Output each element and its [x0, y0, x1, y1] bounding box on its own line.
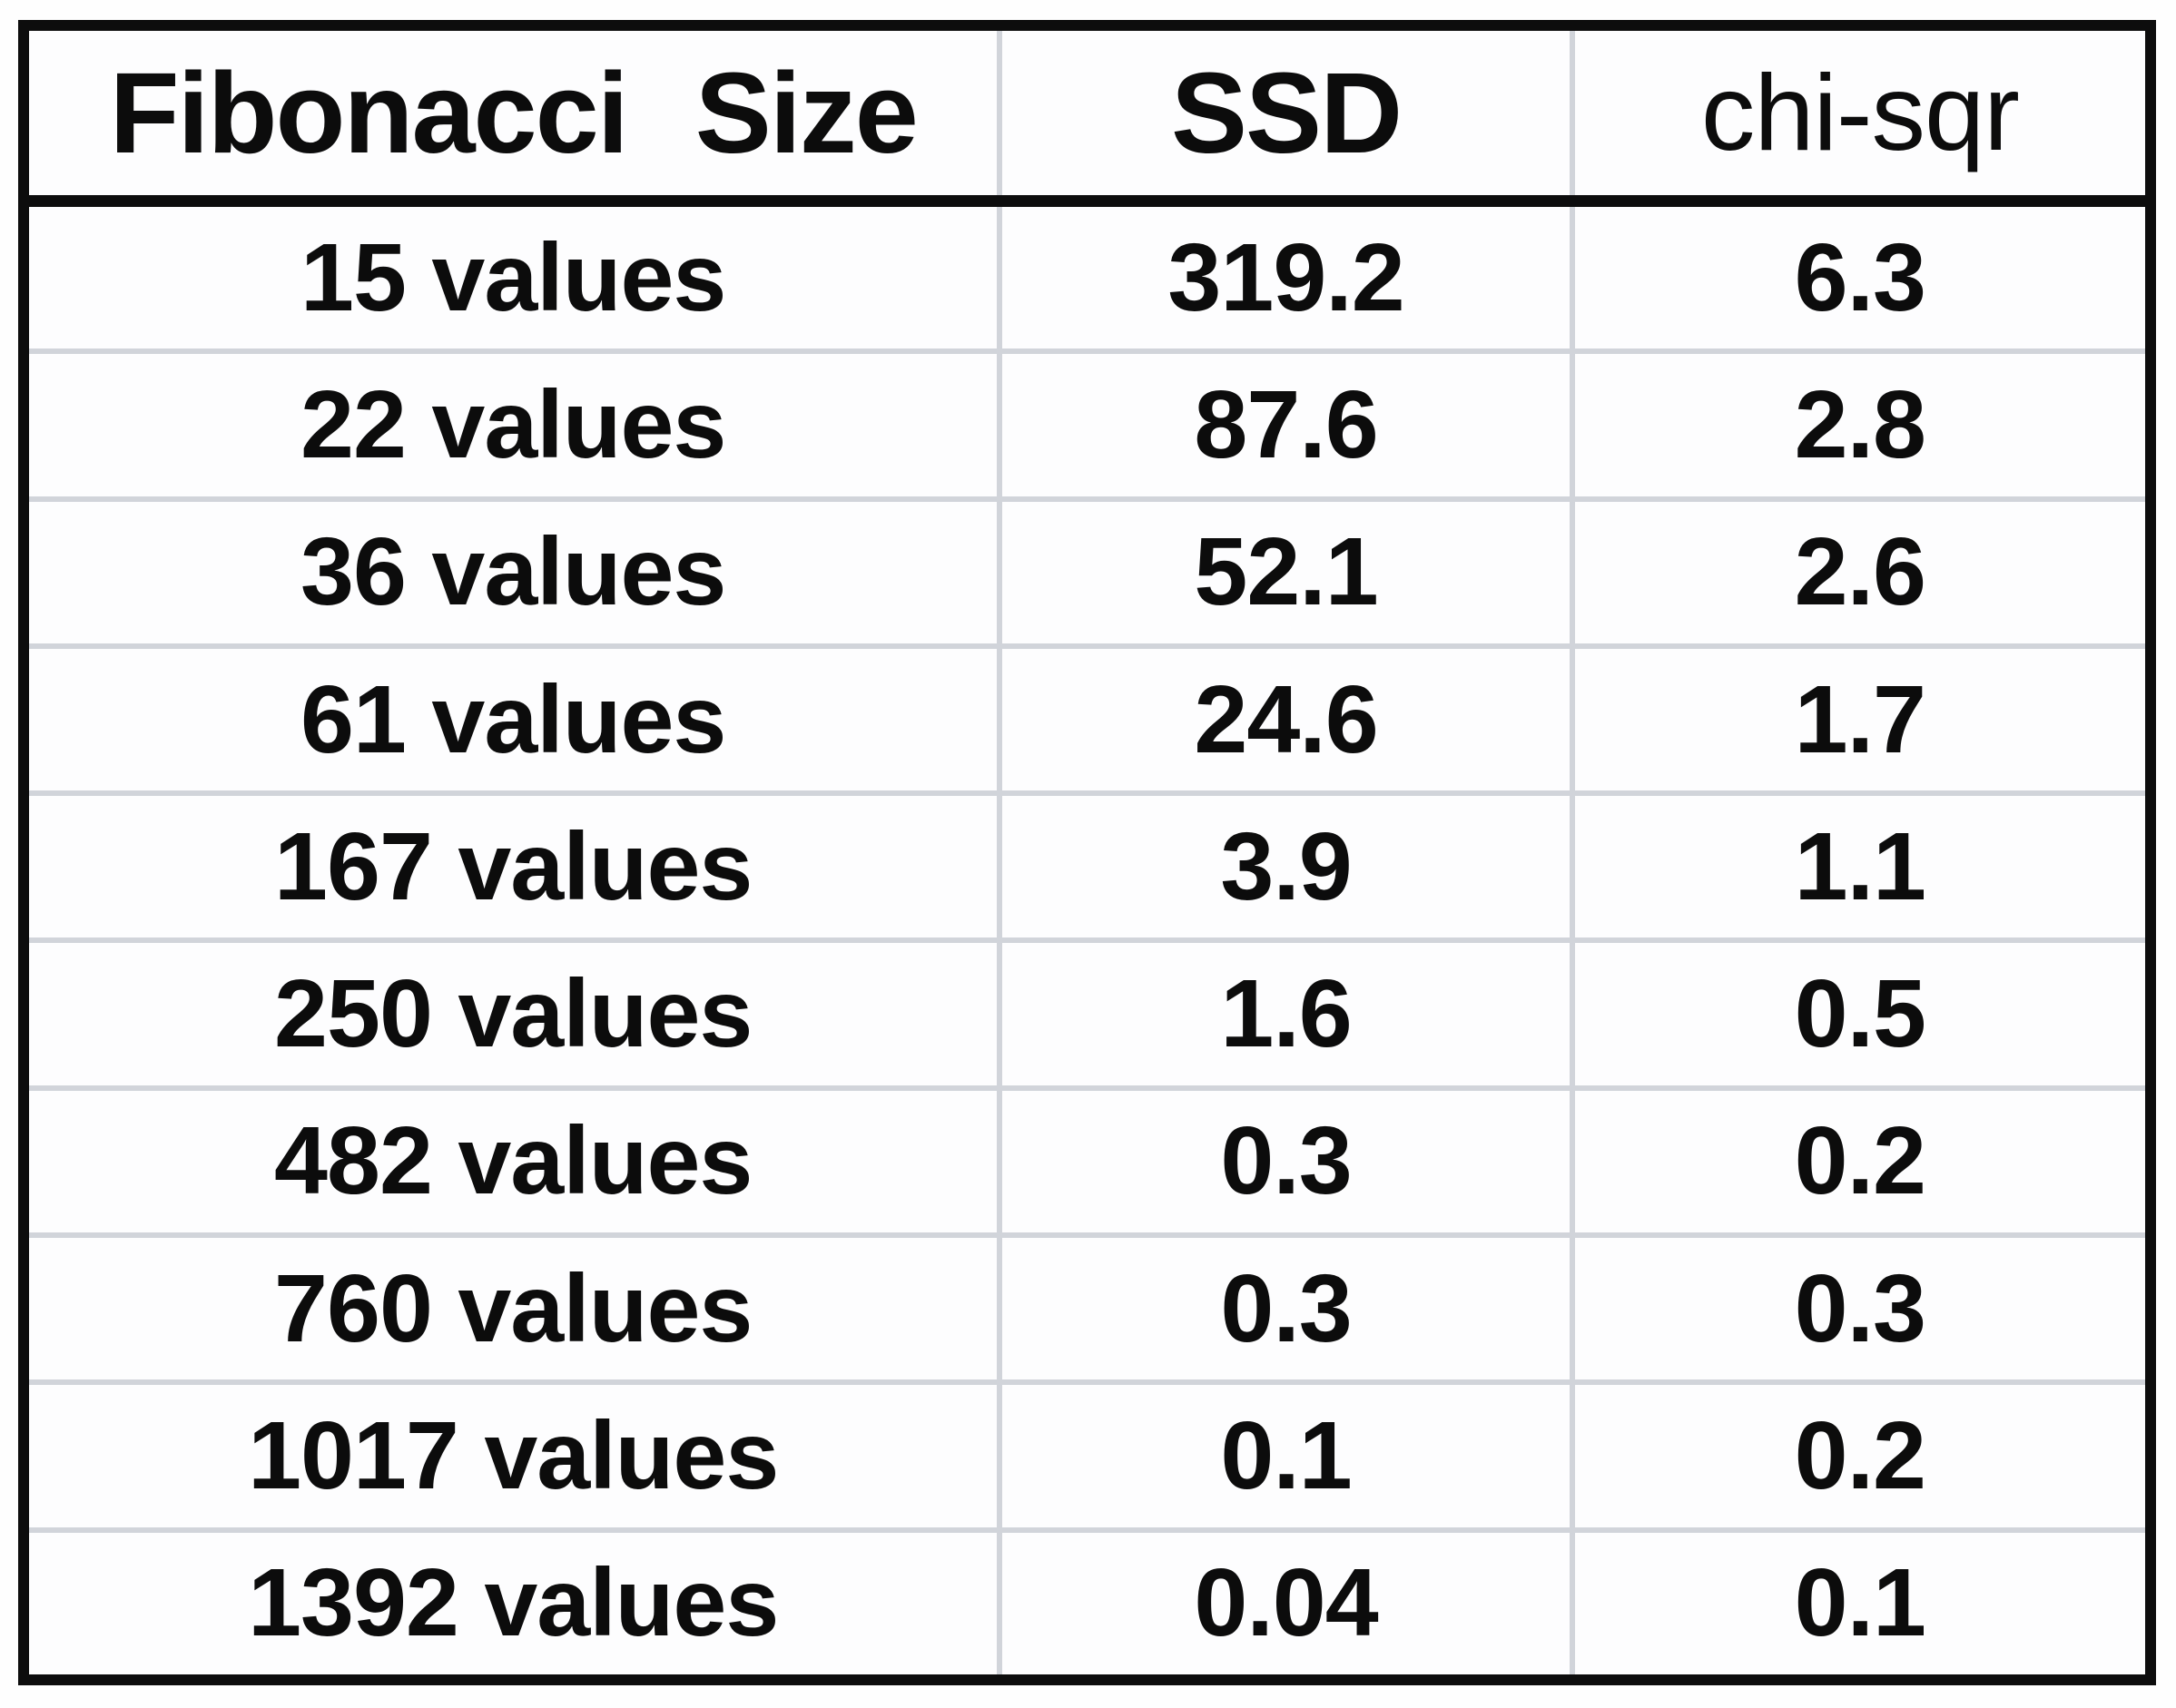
column-header-chi-sqr: chi-sqr [1571, 25, 2151, 207]
cell-ssd: 1.6 [999, 937, 1575, 1088]
cell-chi-sqr: 1.7 [1571, 643, 2151, 794]
cell-chi-sqr: 0.2 [1571, 1085, 2151, 1236]
table-body: 15 values 319.2 6.3 22 values 87.6 2.8 3… [24, 201, 2151, 1680]
table-row: 482 values 0.3 0.2 [24, 1085, 2151, 1236]
cell-size: 167 values [24, 790, 1003, 941]
header-row: Fibonacci Size SSD chi-sqr [24, 25, 2151, 207]
cell-size: 22 values [24, 348, 1003, 499]
table-row: 36 values 52.1 2.6 [24, 496, 2151, 646]
cell-chi-sqr: 2.8 [1571, 348, 2151, 499]
cell-size: 1392 values [24, 1526, 1003, 1680]
cell-size: 250 values [24, 937, 1003, 1088]
cell-ssd: 0.3 [999, 1232, 1575, 1383]
table-row: 167 values 3.9 1.1 [24, 790, 2151, 941]
table-row: 15 values 319.2 6.3 [24, 201, 2151, 352]
cell-ssd: 24.6 [999, 643, 1575, 794]
table-row: 760 values 0.3 0.3 [24, 1232, 2151, 1383]
cell-ssd: 52.1 [999, 496, 1575, 646]
cell-ssd: 0.04 [999, 1526, 1575, 1680]
cell-size: 36 values [24, 496, 1003, 646]
cell-ssd: 0.1 [999, 1379, 1575, 1530]
cell-size: 1017 values [24, 1379, 1003, 1530]
cell-ssd: 0.3 [999, 1085, 1575, 1236]
table-row: 250 values 1.6 0.5 [24, 937, 2151, 1088]
table-row: 1017 values 0.1 0.2 [24, 1379, 2151, 1530]
cell-chi-sqr: 1.1 [1571, 790, 2151, 941]
column-header-ssd: SSD [999, 25, 1575, 207]
table-row: 22 values 87.6 2.8 [24, 348, 2151, 499]
cell-ssd: 3.9 [999, 790, 1575, 941]
column-header-fibonacci-size: Fibonacci Size [24, 25, 1003, 207]
cell-ssd: 319.2 [999, 201, 1575, 352]
cell-size: 760 values [24, 1232, 1003, 1383]
cell-ssd: 87.6 [999, 348, 1575, 499]
cell-chi-sqr: 2.6 [1571, 496, 2151, 646]
cell-chi-sqr: 0.1 [1571, 1526, 2151, 1680]
table-row: 1392 values 0.04 0.1 [24, 1526, 2151, 1680]
table-header: Fibonacci Size SSD chi-sqr [24, 25, 2151, 207]
cell-chi-sqr: 6.3 [1794, 223, 1926, 331]
cell-size: 15 values [24, 201, 1003, 352]
cell-chi-sqr: 0.2 [1571, 1379, 2151, 1530]
fibonacci-stats-table: Fibonacci Size SSD chi-sqr 15 values 319… [18, 20, 2156, 1685]
table-row: 61 values 24.6 1.7 [24, 643, 2151, 794]
cell-size: 482 values [24, 1085, 1003, 1236]
cell-size: 61 values [24, 643, 1003, 794]
cell-chi-sqr: 0.5 [1571, 937, 2151, 1088]
cell-chi-sqr: 0.3 [1571, 1232, 2151, 1383]
